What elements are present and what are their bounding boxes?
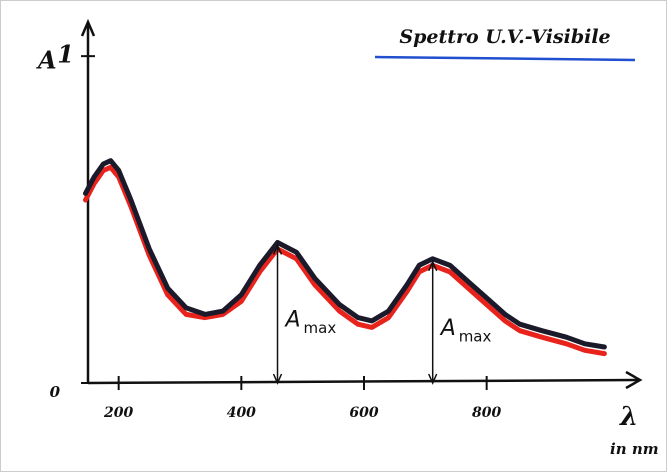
x-tick-label: 600 [349,405,378,421]
chart-title: Spettro U.V.-Visibile [399,26,610,48]
amax-label: A [284,308,301,333]
amax-label: A [439,316,456,341]
frame [1,1,667,472]
chart: Spettro U.V.-Visibile A λ in nm 200 400 60… [0,0,667,472]
amax-subscript: max [304,319,337,337]
y-tick-label: 0 [50,383,61,401]
page: Spettro U.V.-Visibile A λ in nm 200 400 60… [0,0,667,472]
amax-subscript: max [459,327,492,345]
x-tick-label: 200 [103,405,133,421]
x-axis-unit: in nm [610,440,659,458]
x-tick-label: 400 [227,405,256,421]
y-tick-label: 1 [57,40,74,69]
x-tick-label: 800 [472,405,501,421]
y-axis-label: A [36,46,57,75]
x-axis-label: λ [619,402,638,432]
